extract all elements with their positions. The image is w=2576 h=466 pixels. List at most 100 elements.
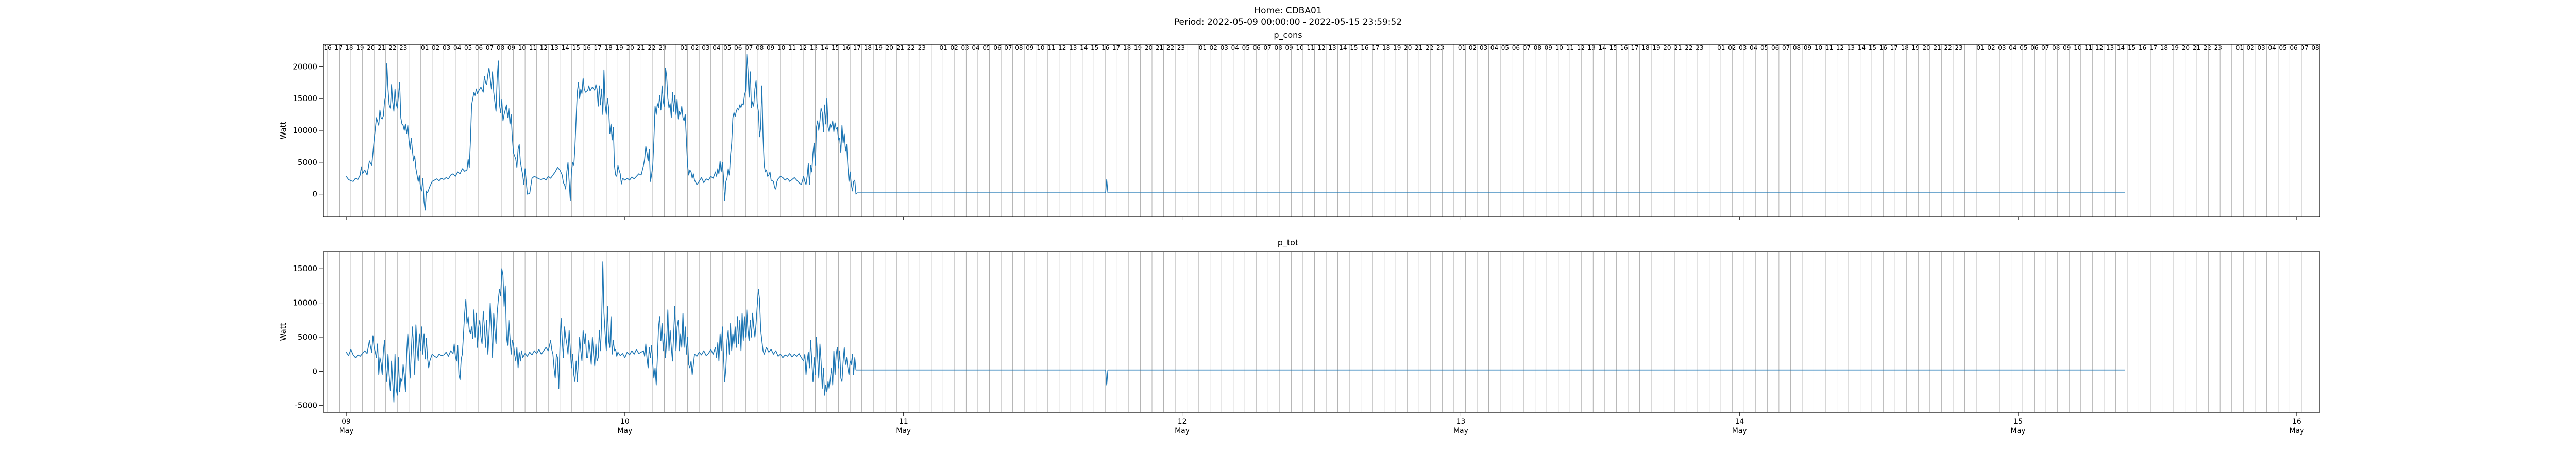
top-hour-label: 11 <box>1825 44 1833 52</box>
top-hour-label: 11 <box>1047 44 1055 52</box>
x-month-label: May <box>339 427 354 435</box>
y-tick-label: 0 <box>312 190 317 199</box>
top-hour-label: 02 <box>1728 44 1736 52</box>
top-hour-label: 03 <box>1739 44 1747 52</box>
top-hour-label: 20 <box>1663 44 1671 52</box>
x-day-label: 09 <box>342 418 351 426</box>
x-month-label: May <box>896 427 911 435</box>
p-cons-series-line <box>346 53 2125 211</box>
top-hour-label: 19 <box>1393 44 1401 52</box>
top-hour-label: 21 <box>1933 44 1941 52</box>
top-hour-label: 14 <box>1599 44 1606 52</box>
top-hour-label: 15 <box>1609 44 1617 52</box>
top-hour-label: 14 <box>562 44 569 52</box>
y-tick-label: 15000 <box>293 94 317 103</box>
top-hour-label: 05 <box>2279 44 2286 52</box>
top-hour-label: 13 <box>1847 44 1855 52</box>
top-hour-label: 09 <box>1545 44 1552 52</box>
p-cons-panel: 0 5000 10000 15000 20000 Watt <box>279 44 2320 220</box>
top-hour-label: 06 <box>1771 44 1779 52</box>
x-day-label: 12 <box>1178 418 1187 426</box>
top-hour-label: 04 <box>453 44 461 52</box>
top-hour-label: 12 <box>1836 44 1844 52</box>
top-hour-label: 18 <box>605 44 613 52</box>
top-hour-label: 01 <box>2236 44 2244 52</box>
top-hour-label: 01 <box>1717 44 1725 52</box>
top-hour-label: 07 <box>486 44 494 52</box>
x-day-label: 11 <box>899 418 908 426</box>
y-tick-label: 0 <box>312 367 317 376</box>
top-hour-label: 19 <box>615 44 623 52</box>
top-hour-label: 15 <box>2128 44 2136 52</box>
top-hour-label: 08 <box>2052 44 2060 52</box>
top-hour-label: 08 <box>2311 44 2319 52</box>
top-hour-label: 13 <box>1069 44 1077 52</box>
top-hour-label: 20 <box>1923 44 1930 52</box>
top-hour-label: 19 <box>2171 44 2179 52</box>
top-hour-label: 20 <box>1404 44 1412 52</box>
p-cons-title: p_cons <box>1274 30 1302 40</box>
top-hour-label: 09 <box>1285 44 1293 52</box>
p-cons-hour-grid <box>327 44 2313 217</box>
top-hour-label: 08 <box>1534 44 1541 52</box>
y-tick-label: 20000 <box>293 62 317 71</box>
top-hour-label: 19 <box>875 44 883 52</box>
top-hour-label: 23 <box>658 44 666 52</box>
top-hour-label: 16 <box>583 44 591 52</box>
top-hour-label: 23 <box>1177 44 1185 52</box>
top-hour-label: 22 <box>907 44 915 52</box>
top-hour-label: 01 <box>680 44 688 52</box>
top-hour-label: 14 <box>1080 44 1088 52</box>
x-day-label: 10 <box>620 418 630 426</box>
top-hour-label: 18 <box>1382 44 1390 52</box>
top-hour-label: 23 <box>2214 44 2222 52</box>
top-hour-label: 06 <box>1512 44 1520 52</box>
top-hour-label: 17 <box>2149 44 2157 52</box>
top-hour-label: 10 <box>1815 44 1822 52</box>
top-hour-label: 12 <box>1058 44 1066 52</box>
top-hour-label: 09 <box>2063 44 2071 52</box>
top-hour-label: 02 <box>2247 44 2255 52</box>
y-tick-label: 10000 <box>293 126 317 135</box>
top-hour-label: 03 <box>1221 44 1228 52</box>
top-hour-label: 07 <box>2041 44 2049 52</box>
p-cons-ylabel: Watt <box>279 121 288 139</box>
y-tick-label: 10000 <box>293 298 317 308</box>
top-hour-label: 17 <box>1371 44 1379 52</box>
top-hour-label: 16 <box>2139 44 2146 52</box>
top-hour-label: 08 <box>1274 44 1282 52</box>
top-hour-label: 13 <box>810 44 818 52</box>
top-hour-label: 22 <box>2204 44 2211 52</box>
top-hour-label: 15 <box>1869 44 1876 52</box>
top-hour-label: 19 <box>1134 44 1142 52</box>
top-hour-label: 14 <box>1858 44 1866 52</box>
top-hour-label: 05 <box>723 44 731 52</box>
top-hour-label: 04 <box>713 44 720 52</box>
p-tot-hour-grid <box>327 252 2313 412</box>
p-tot-panel: -5000 0 5000 10000 15000 Watt <box>279 251 2320 416</box>
top-hour-label: 16 <box>1361 44 1368 52</box>
top-hour-label: 17 <box>1112 44 1120 52</box>
top-hour-label: 04 <box>1490 44 1498 52</box>
top-hour-label: 02 <box>691 44 699 52</box>
top-hour-label: 10 <box>1037 44 1044 52</box>
top-hour-label: 12 <box>1577 44 1585 52</box>
top-hour-label: 13 <box>1588 44 1596 52</box>
top-hour-label: 01 <box>1458 44 1466 52</box>
top-hour-label: 10 <box>1296 44 1303 52</box>
top-hour-label: 02 <box>432 44 439 52</box>
top-hour-label: 15 <box>1350 44 1358 52</box>
top-hour-label: 11 <box>529 44 537 52</box>
p-tot-series-line <box>346 261 2125 403</box>
figure-title-line2: Period: 2022-05-09 00:00:00 - 2022-05-15… <box>1174 17 1402 27</box>
top-hour-label: 09 <box>767 44 774 52</box>
top-hour-label: 22 <box>1944 44 1952 52</box>
top-hour-label: 13 <box>551 44 558 52</box>
x-month-label: May <box>1453 427 1468 435</box>
top-hour-label: 22 <box>388 44 396 52</box>
p-tot-title: p_tot <box>1278 238 1299 248</box>
top-hour-label: 17 <box>853 44 861 52</box>
x-day-label: 13 <box>1456 418 1466 426</box>
top-hour-label: 23 <box>1696 44 1703 52</box>
